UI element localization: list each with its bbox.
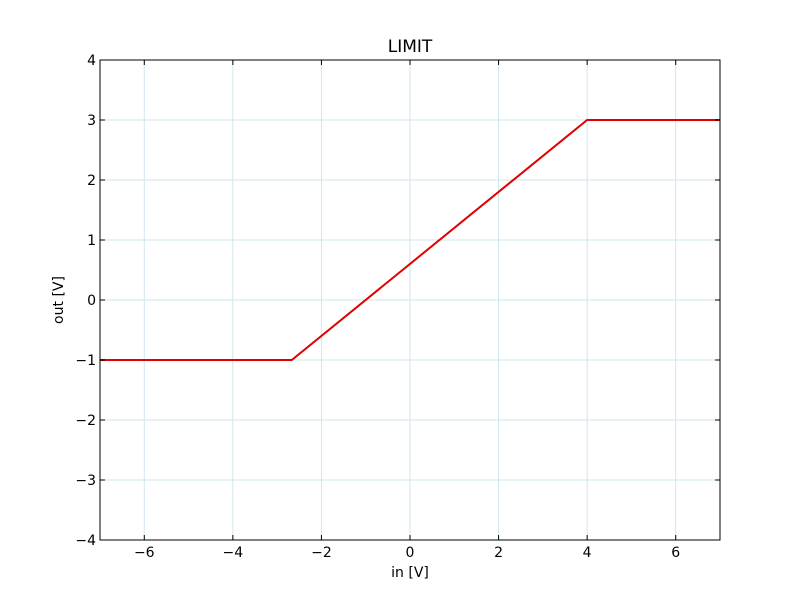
x-tick-labels: −6 −4 −2 0 2 4 6 [134, 545, 680, 561]
y-tick-labels: −4 −3 −2 −1 0 1 2 3 4 [75, 53, 96, 549]
series-line [100, 119, 720, 361]
ticks [100, 59, 720, 541]
y-tick-label: 0 [87, 293, 96, 309]
y-tick-label: 1 [87, 233, 96, 249]
y-tick-label: 3 [87, 113, 96, 129]
y-tick-label: 4 [87, 53, 96, 69]
x-tick-label: 2 [494, 545, 503, 561]
x-axis-label: in [V] [391, 565, 429, 581]
y-tick-label: −1 [75, 353, 96, 369]
chart-title: LIMIT [388, 37, 433, 57]
y-tick-label: −3 [75, 473, 96, 489]
x-tick-label: −6 [134, 545, 155, 561]
x-tick-label: 6 [671, 545, 680, 561]
x-tick-label: −4 [223, 545, 244, 561]
x-tick-label: −2 [311, 545, 332, 561]
y-tick-label: 2 [87, 173, 96, 189]
y-tick-label: −4 [75, 533, 96, 549]
x-tick-label: 4 [583, 545, 592, 561]
y-axis-label: out [V] [51, 276, 67, 324]
grid [100, 59, 720, 541]
series-layer [100, 119, 720, 361]
x-tick-label: 0 [406, 545, 415, 561]
y-tick-label: −2 [75, 413, 96, 429]
